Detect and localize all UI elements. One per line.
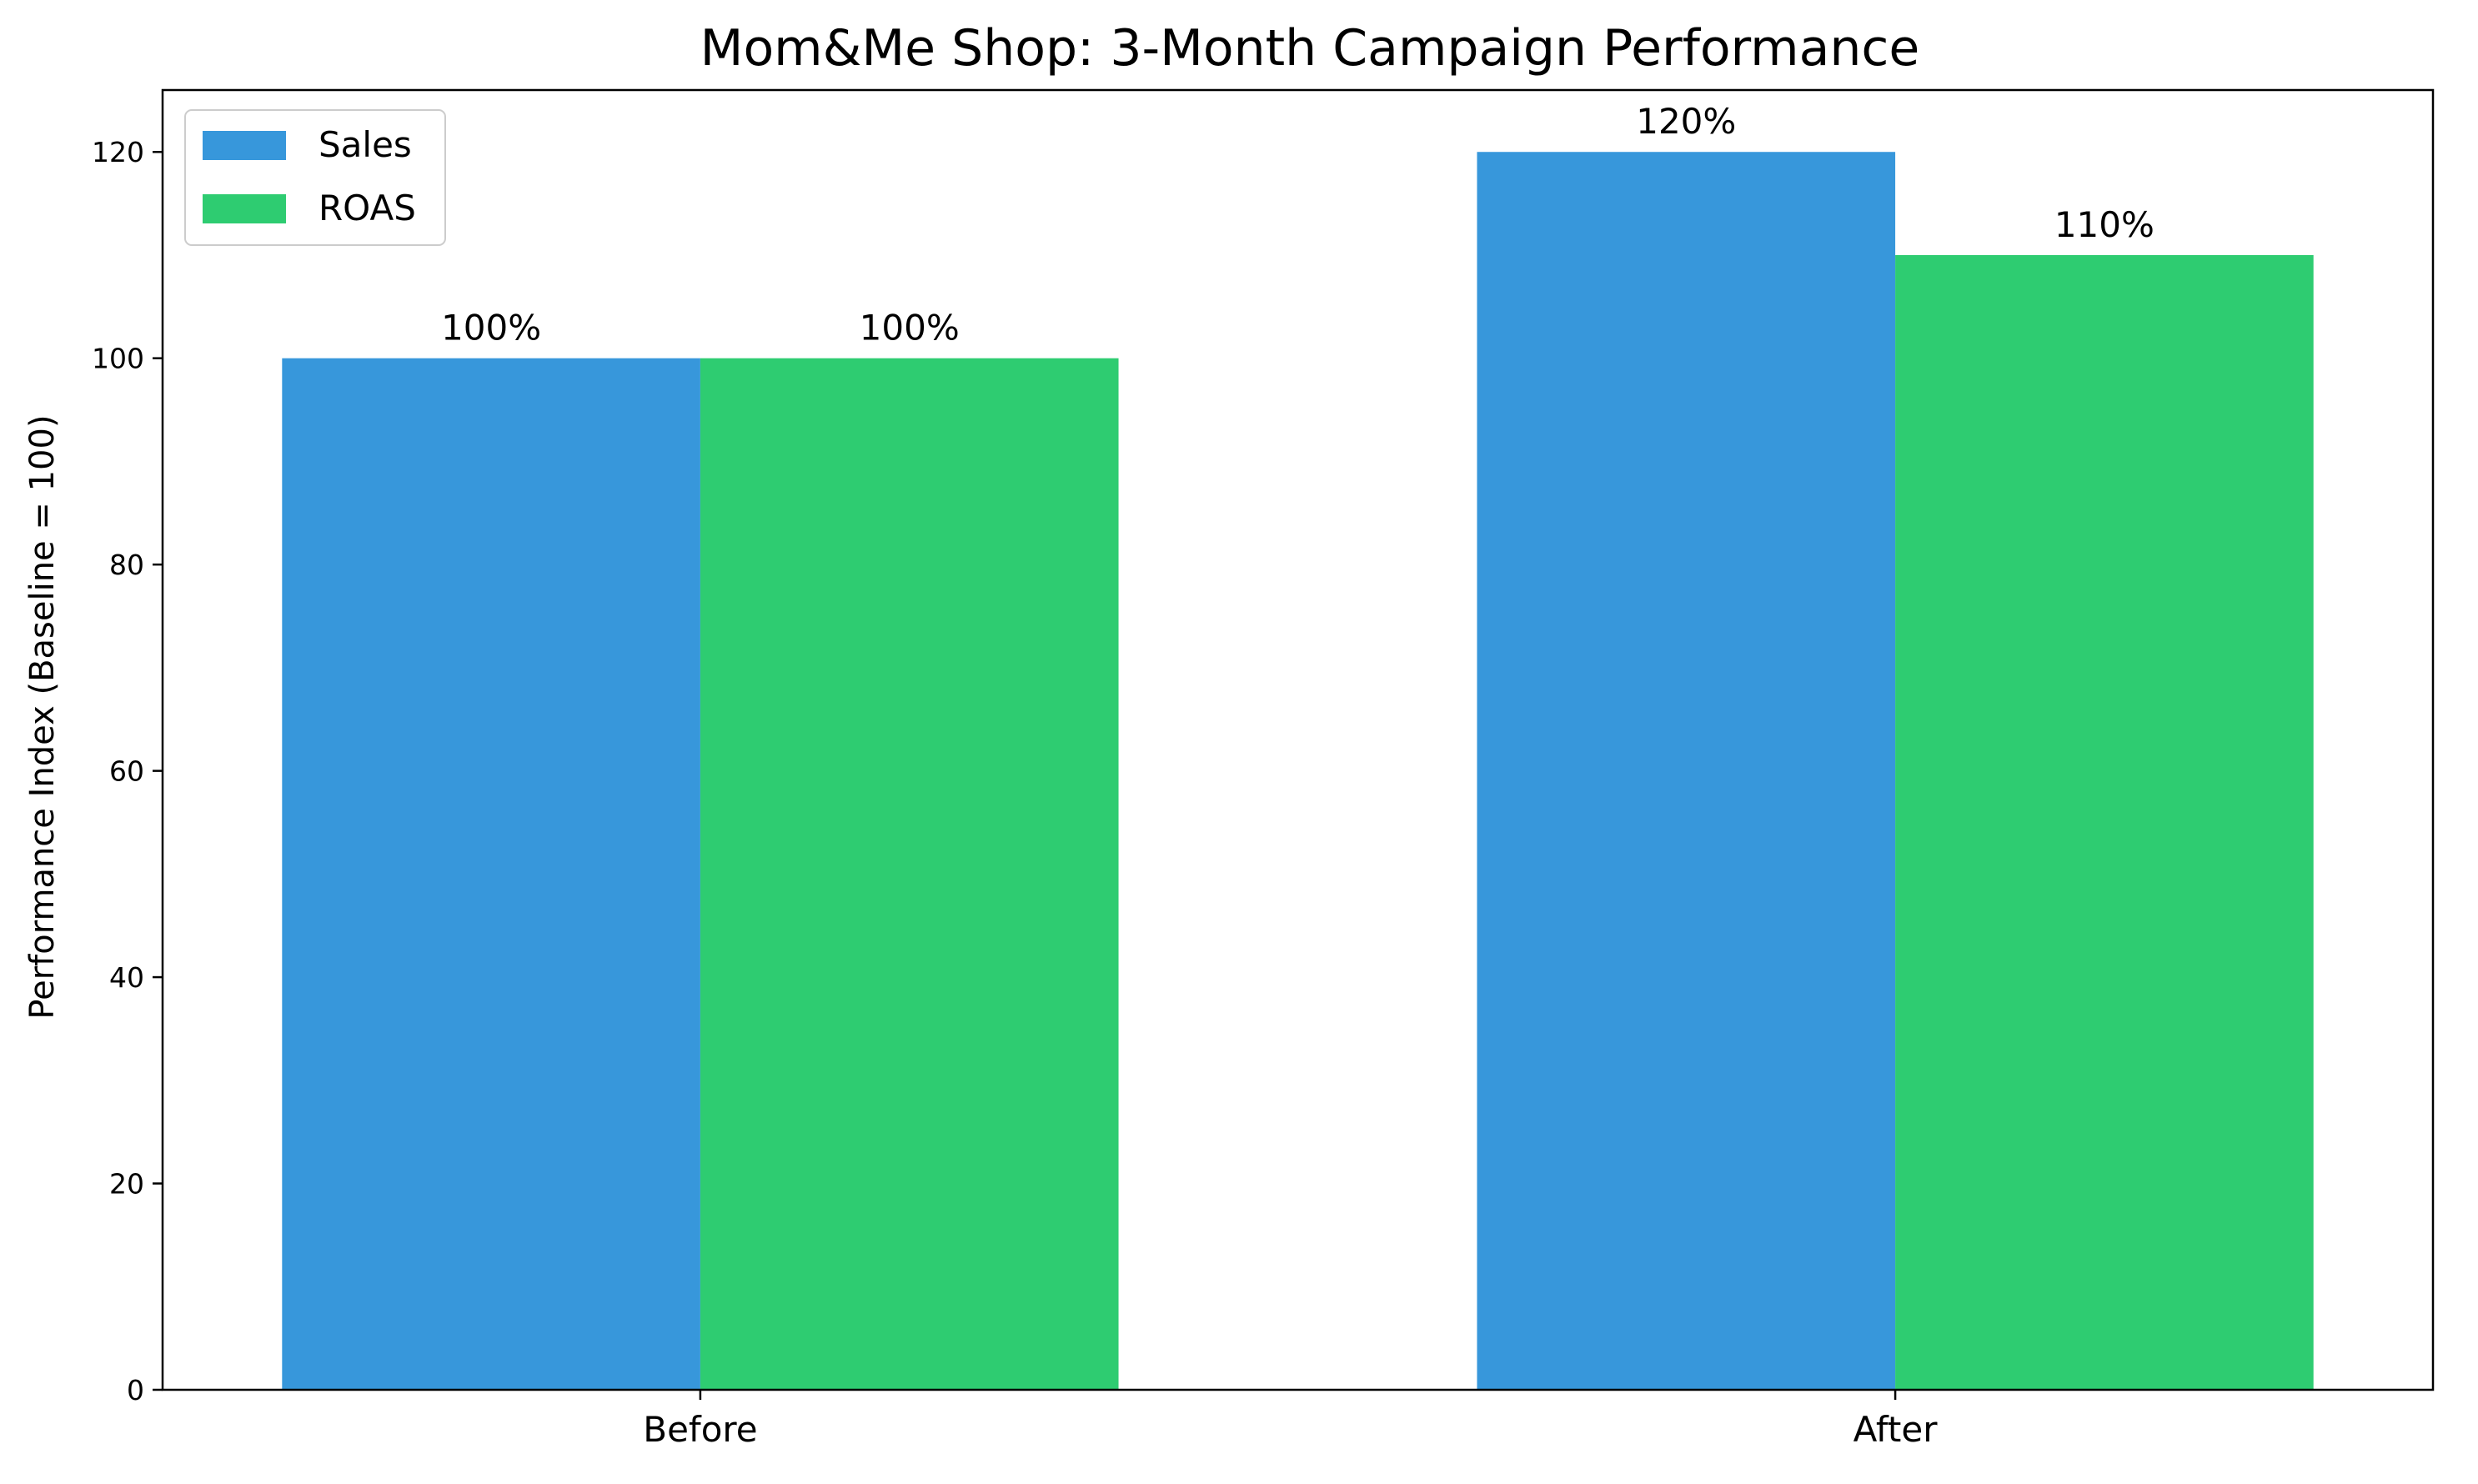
y-tick-label: 100 — [92, 343, 144, 375]
y-tick-label: 0 — [127, 1374, 144, 1406]
y-axis-label: Performance Index (Baseline = 100) — [23, 414, 62, 1019]
legend-label-sales: Sales — [319, 124, 412, 165]
legend-swatch-roas — [203, 194, 286, 223]
data-label: 110% — [2054, 204, 2154, 245]
data-label: 120% — [1636, 101, 1736, 142]
data-label: 100% — [441, 308, 541, 348]
x-tick-label: Before — [643, 1409, 757, 1450]
y-tick-label: 80 — [109, 549, 144, 581]
data-label: 100% — [860, 308, 960, 348]
bar-roas-before — [700, 358, 1119, 1390]
legend-swatch-sales — [203, 131, 286, 160]
y-tick-label: 60 — [109, 755, 144, 788]
y-tick-label: 20 — [109, 1168, 144, 1201]
legend-label-roas: ROAS — [319, 188, 416, 228]
y-tick-label: 40 — [109, 961, 144, 994]
axes-frame — [161, 88, 2435, 1391]
plot-area: 100% 120% 100% 110% 0 20 40 60 80 100 120 Before Aft… — [92, 88, 2435, 1450]
legend: Sales ROAS — [184, 109, 446, 246]
chart-title: Mom&Me Shop: 3-Month Campaign Performanc… — [700, 19, 1920, 78]
bar-sales-after — [1477, 152, 1896, 1391]
bar-roas-after — [1895, 254, 2314, 1390]
bar-sales-before — [282, 358, 700, 1390]
x-tick-label: After — [1853, 1409, 1939, 1450]
y-tick-label: 120 — [92, 136, 144, 168]
